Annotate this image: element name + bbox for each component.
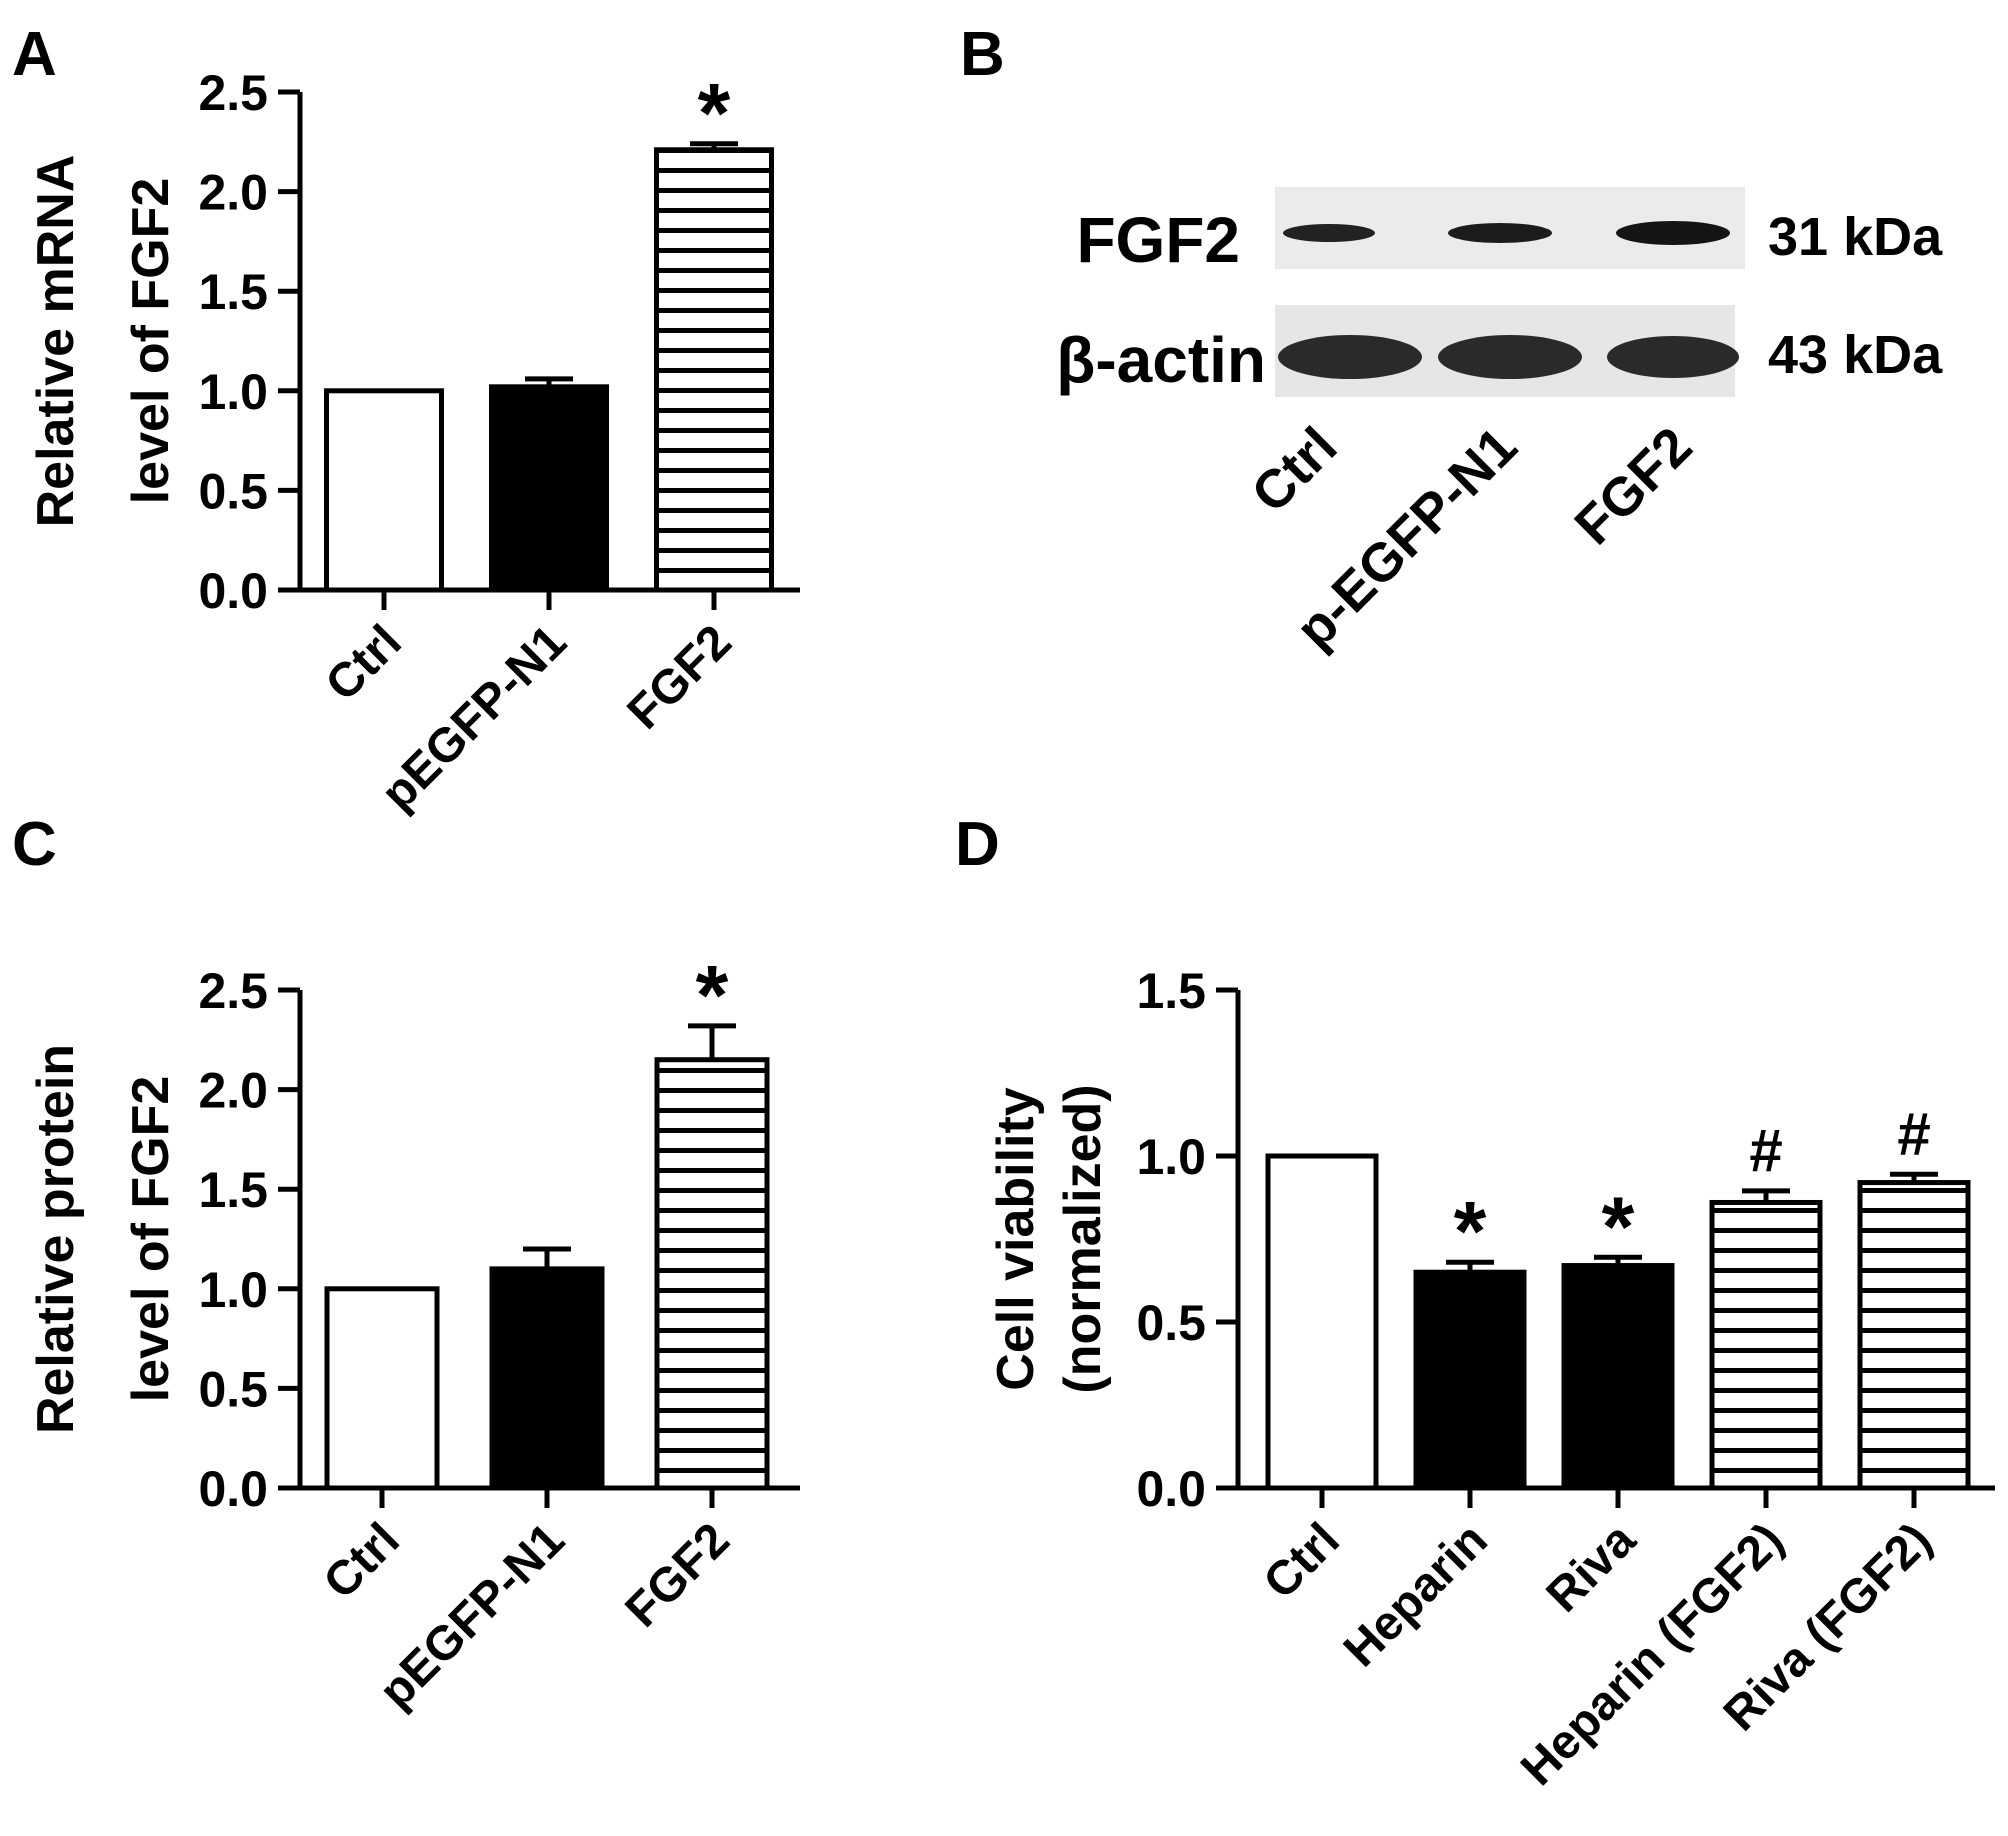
y-tick-label: 1.0 [1136, 1129, 1206, 1185]
bar [1561, 1263, 1675, 1491]
y-tick-label: 1.5 [198, 1162, 268, 1218]
blot-membrane-fgf2 [1275, 187, 1745, 269]
bar [489, 1266, 605, 1491]
y-tick-label: 0.0 [198, 563, 268, 619]
blot-row-label-fgf2: FGF2 [1076, 204, 1240, 276]
panel-label-d: D [955, 810, 1000, 879]
panel-label-c: C [12, 810, 57, 879]
blot-size-fgf2: 31 kDa [1768, 207, 1943, 267]
y-axis-label-line: level of FGF2 [122, 178, 180, 505]
bar [324, 1286, 440, 1491]
significance-mark: * [696, 948, 729, 1042]
y-axis-label-line: level of FGF2 [122, 1076, 180, 1403]
bar [654, 147, 774, 593]
panel-b: B FGF2 β-actin 31 kDa 43 kDa Ctrl p-EGFP… [960, 20, 1943, 660]
panel-label-b: B [960, 20, 1005, 89]
y-tick-label: 0.0 [1136, 1461, 1206, 1517]
x-tick-label: Ctrl [314, 1513, 410, 1609]
significance-mark: # [1897, 1100, 1930, 1167]
x-tick-label: Riva [1537, 1513, 1646, 1622]
blot-size-actin: 43 kDa [1768, 325, 1943, 385]
y-tick-label: 2.0 [198, 1063, 268, 1119]
y-tick-label: 1.5 [1136, 963, 1206, 1019]
y-tick-label: 1.5 [198, 264, 268, 320]
y-tick-label: 0.5 [198, 1361, 268, 1417]
y-tick-label: 0.5 [198, 463, 268, 519]
panel-label-a: A [12, 20, 57, 89]
bar [324, 388, 444, 593]
y-tick-label: 2.5 [198, 963, 268, 1019]
significance-mark: * [1602, 1179, 1635, 1273]
blot-membrane-actin [1275, 305, 1739, 397]
bar [489, 384, 609, 593]
y-tick-label: 0.5 [1136, 1295, 1206, 1351]
bar [1265, 1153, 1379, 1491]
y-axis-label-line: (normalized) [1054, 1084, 1112, 1393]
x-tick-label: Heparin [1334, 1513, 1498, 1677]
blot-row-label-actin: β-actin [1056, 324, 1266, 396]
x-tick-label: Ctrl [316, 615, 412, 711]
x-tick-label: FGF2 [616, 1513, 740, 1637]
bar [654, 1057, 770, 1491]
y-axis-label-line: Relative protein [27, 1044, 85, 1434]
y-axis-label-line: Cell viability [987, 1087, 1045, 1391]
significance-mark: # [1749, 1117, 1782, 1184]
blot-lane-label-fgf2: FGF2 [1563, 416, 1703, 556]
y-tick-label: 0.0 [198, 1461, 268, 1517]
bar [1709, 1199, 1823, 1491]
blot-lane-label-ctrl: Ctrl [1240, 416, 1348, 524]
x-tick-label: FGF2 [618, 615, 742, 739]
significance-mark: * [1454, 1184, 1487, 1278]
y-tick-label: 1.0 [198, 1262, 268, 1318]
bar [1857, 1180, 1971, 1491]
panel-d: D 0.0 0.5 1.0 1.5 Cell viability (normalized)… [955, 810, 1995, 1796]
y-tick-label: 2.5 [198, 65, 268, 121]
x-tick-label: Heparin (FGF2) [1511, 1513, 1794, 1796]
y-tick-label: 2.0 [198, 165, 268, 221]
significance-mark: * [698, 66, 731, 160]
x-tick-label: Ctrl [1254, 1513, 1350, 1609]
bar [1413, 1269, 1527, 1491]
y-tick-label: 1.0 [198, 364, 268, 420]
panel-a: A 0.0 0.5 1.0 1.5 2.0 2.5 Relative mRNA level o… [12, 20, 800, 821]
y-axis-label-line: Relative mRNA [27, 155, 85, 528]
panel-c: C 0.0 0.5 1.0 1.5 2.0 2.5 Relative protein leve… [12, 810, 800, 1719]
